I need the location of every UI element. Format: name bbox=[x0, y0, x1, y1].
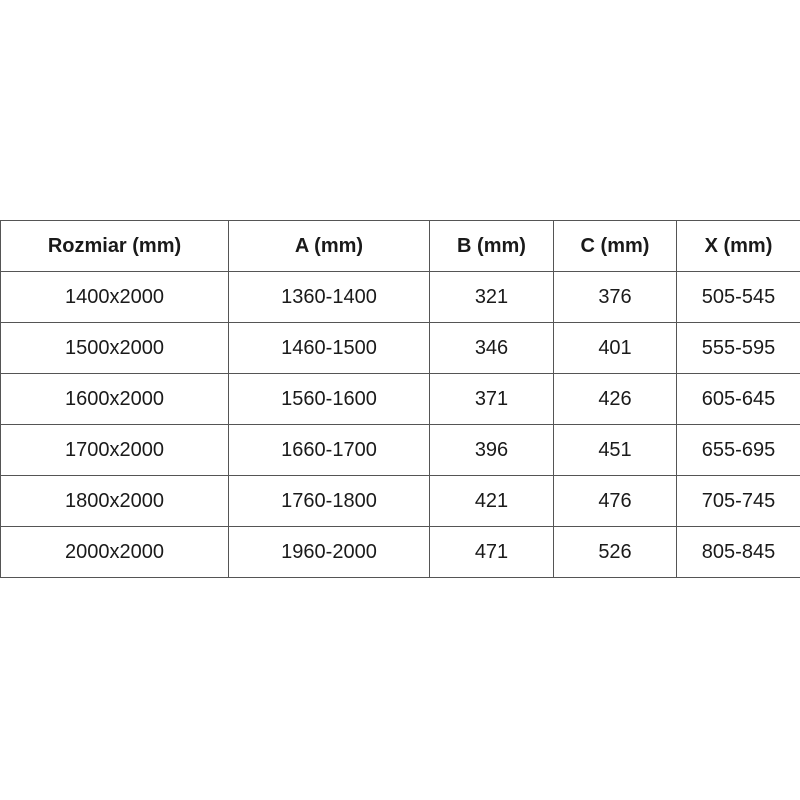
table-cell: 805-845 bbox=[676, 526, 800, 578]
table-cell: 1660-1700 bbox=[228, 424, 430, 476]
header-cell: B (mm) bbox=[429, 220, 554, 272]
header-cell: C (mm) bbox=[553, 220, 677, 272]
table-cell: 1500x2000 bbox=[0, 322, 229, 374]
table-cell: 555-595 bbox=[676, 322, 800, 374]
table-cell: 371 bbox=[429, 373, 554, 425]
table-cell: 1600x2000 bbox=[0, 373, 229, 425]
table-cell: 426 bbox=[553, 373, 677, 425]
table-cell: 2000x2000 bbox=[0, 526, 229, 578]
table-cell: 1360-1400 bbox=[228, 271, 430, 323]
table-cell: 505-545 bbox=[676, 271, 800, 323]
table-cell: 476 bbox=[553, 475, 677, 527]
table-cell: 346 bbox=[429, 322, 554, 374]
table-row: 2000x2000 1960-2000 471 526 805-845 bbox=[0, 526, 800, 578]
table-cell: 396 bbox=[429, 424, 554, 476]
header-row: Rozmiar (mm) A (mm) B (mm) C (mm) X (mm) bbox=[0, 220, 800, 272]
table-cell: 655-695 bbox=[676, 424, 800, 476]
table-cell: 401 bbox=[553, 322, 677, 374]
table-cell: 321 bbox=[429, 271, 554, 323]
header-cell: Rozmiar (mm) bbox=[0, 220, 229, 272]
table-cell: 471 bbox=[429, 526, 554, 578]
table-cell: 1460-1500 bbox=[228, 322, 430, 374]
table-row: 1500x2000 1460-1500 346 401 555-595 bbox=[0, 322, 800, 374]
table-cell: 1400x2000 bbox=[0, 271, 229, 323]
table-cell: 526 bbox=[553, 526, 677, 578]
dimensions-table: Rozmiar (mm) A (mm) B (mm) C (mm) X (mm)… bbox=[0, 220, 800, 578]
header-cell: X (mm) bbox=[676, 220, 800, 272]
table-row: 1400x2000 1360-1400 321 376 505-545 bbox=[0, 271, 800, 323]
table-cell: 705-745 bbox=[676, 475, 800, 527]
header-cell: A (mm) bbox=[228, 220, 430, 272]
table-cell: 451 bbox=[553, 424, 677, 476]
table-cell: 1800x2000 bbox=[0, 475, 229, 527]
table-cell: 1760-1800 bbox=[228, 475, 430, 527]
table-cell: 1960-2000 bbox=[228, 526, 430, 578]
table-cell: 1700x2000 bbox=[0, 424, 229, 476]
table-row: 1800x2000 1760-1800 421 476 705-745 bbox=[0, 475, 800, 527]
table-cell: 376 bbox=[553, 271, 677, 323]
table-cell: 1560-1600 bbox=[228, 373, 430, 425]
table-cell: 605-645 bbox=[676, 373, 800, 425]
table-cell: 421 bbox=[429, 475, 554, 527]
table-row: 1600x2000 1560-1600 371 426 605-645 bbox=[0, 373, 800, 425]
table-row: 1700x2000 1660-1700 396 451 655-695 bbox=[0, 424, 800, 476]
